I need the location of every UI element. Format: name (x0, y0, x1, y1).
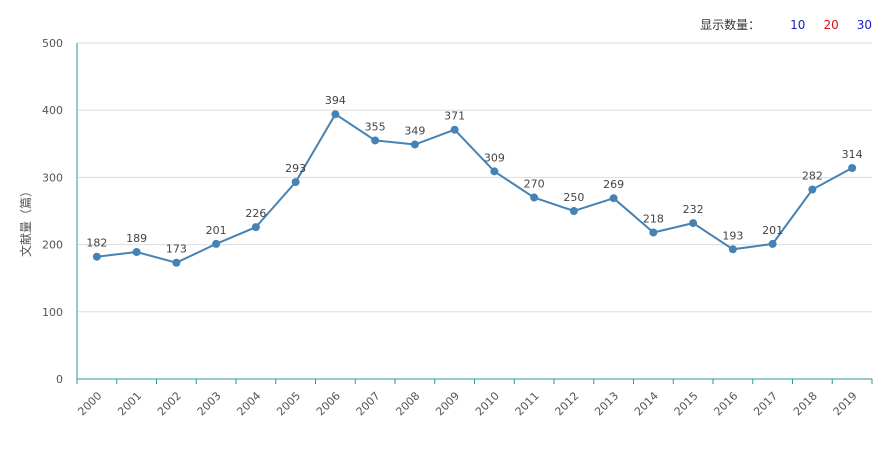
y-tick-label: 100 (42, 306, 63, 319)
x-tick-label: 2001 (115, 389, 144, 418)
x-tick-label: 2011 (513, 389, 542, 418)
data-label-2004: 226 (245, 207, 266, 220)
data-label-2019: 314 (842, 148, 863, 161)
x-tick-label: 2007 (354, 389, 383, 418)
data-point-2016[interactable] (728, 245, 737, 254)
display-count-option-30[interactable]: 30 (856, 17, 872, 32)
display-count-controls: 显示数量： 10 20 30 (700, 16, 872, 33)
data-point-2011[interactable] (530, 193, 539, 202)
display-count-option-10[interactable]: 10 (790, 17, 806, 32)
data-point-2012[interactable] (569, 207, 578, 215)
data-point-2013[interactable] (609, 194, 618, 203)
data-point-2014[interactable] (649, 228, 658, 237)
x-tick-label: 2005 (274, 389, 303, 418)
x-tick-label: 2008 (393, 389, 422, 418)
data-label-2015: 232 (683, 203, 704, 216)
data-label-2008: 349 (404, 124, 425, 137)
x-tick-label: 2000 (75, 389, 104, 418)
data-point-2006[interactable] (331, 110, 340, 119)
data-label-2001: 189 (126, 232, 147, 245)
data-point-2005[interactable] (291, 178, 300, 187)
display-count-label: 显示数量： (700, 18, 761, 32)
data-point-2004[interactable] (251, 223, 260, 232)
data-label-2016: 193 (722, 229, 743, 242)
y-tick-label: 400 (42, 104, 63, 117)
y-tick-label: 0 (56, 373, 63, 386)
data-label-2000: 182 (86, 237, 107, 250)
x-tick-label: 2003 (195, 389, 224, 418)
y-axis-label: 文献量（篇） (18, 185, 33, 257)
data-label-2002: 173 (166, 243, 187, 256)
y-axis-ticks: 0 100 200 300 400 500 (42, 37, 63, 386)
display-count-option-20[interactable]: 20 (823, 17, 839, 32)
data-point-2001[interactable] (132, 247, 141, 256)
data-label-2006: 394 (325, 94, 346, 107)
data-labels: 182 189 173 201 226 293 394 355 349 371 309 270 250 2… (86, 94, 862, 256)
data-point-2002[interactable] (172, 258, 181, 267)
x-axis-ticks: 2000 2001 2002 2003 2004 2005 2006 2007 2008 2009… (75, 379, 873, 418)
series-line (96, 112, 853, 264)
x-tick-label: 2004 (234, 389, 263, 418)
grid-lines (77, 42, 872, 313)
data-label-2018: 282 (802, 169, 823, 182)
x-tick-label: 2012 (552, 389, 581, 418)
x-tick-label: 2009 (433, 389, 462, 418)
data-point-2009[interactable] (450, 125, 459, 134)
x-tick-label: 2013 (592, 389, 621, 418)
data-label-2017: 201 (762, 224, 783, 237)
y-tick-label: 500 (42, 37, 63, 50)
x-tick-label: 2019 (831, 389, 860, 418)
data-point-2017[interactable] (768, 239, 777, 248)
data-point-2010[interactable] (490, 167, 499, 176)
x-tick-label: 2016 (711, 389, 740, 418)
data-label-2012: 250 (563, 191, 584, 204)
x-tick-label: 2018 (791, 389, 820, 418)
data-point-2019[interactable] (848, 163, 857, 172)
x-tick-label: 2014 (632, 389, 661, 418)
x-tick-label: 2006 (314, 389, 343, 418)
data-point-2008[interactable] (410, 140, 419, 149)
data-label-2011: 270 (524, 178, 545, 191)
data-points (92, 110, 857, 267)
y-tick-label: 200 (42, 239, 63, 252)
x-tick-label: 2002 (155, 389, 184, 418)
data-label-2014: 218 (643, 213, 664, 226)
x-tick-label: 2015 (672, 389, 701, 418)
y-tick-label: 300 (42, 171, 63, 184)
data-label-2013: 269 (603, 178, 624, 191)
data-label-2003: 201 (206, 224, 227, 237)
data-point-2000[interactable] (92, 252, 101, 261)
data-point-2015[interactable] (689, 219, 698, 228)
data-point-2007[interactable] (371, 136, 380, 145)
data-label-2010: 309 (484, 151, 505, 164)
data-point-2003[interactable] (212, 239, 221, 248)
x-tick-label: 2010 (473, 389, 502, 418)
data-label-2007: 355 (365, 120, 386, 133)
x-tick-label: 2017 (751, 389, 780, 418)
data-label-2009: 371 (444, 110, 465, 123)
data-label-2005: 293 (285, 162, 306, 175)
data-point-2018[interactable] (808, 185, 817, 194)
